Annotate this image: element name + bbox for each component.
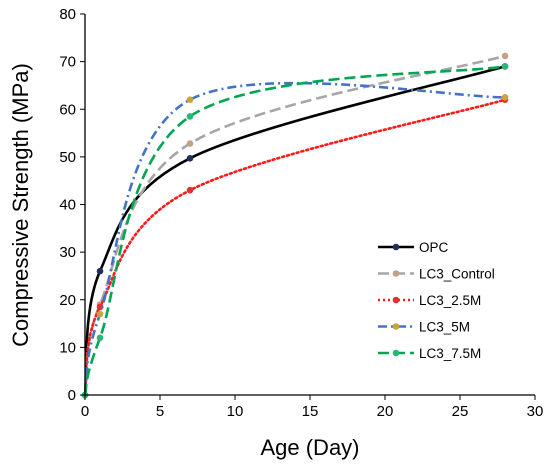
legend-label-OPC: OPC [419, 240, 449, 255]
legend-item-LC3_2.5M: LC3_2.5M [378, 293, 481, 308]
x-tick-label: 15 [302, 403, 319, 420]
data-point-LC3_5M-1 [96, 310, 104, 318]
x-axis-title: Age (Day) [260, 435, 359, 460]
y-tick-label: 60 [59, 101, 76, 118]
y-tick-label: 70 [59, 54, 76, 71]
y-tick-label: 30 [59, 244, 76, 261]
legend-item-LC3_Control: LC3_Control [378, 267, 495, 282]
y-tick-label: 20 [59, 292, 76, 309]
series-line-LC3_7.5M [83, 65, 506, 396]
data-point-LC3_2.5M-2 [186, 186, 194, 194]
data-point-OPC-2 [186, 155, 194, 162]
series-line-LC3_5M [83, 81, 506, 396]
data-point-LC3_5M-3 [501, 94, 509, 101]
data-point-LC3_2.5M-1 [96, 303, 104, 311]
legend-item-LC3_7.5M: LC3_7.5M [378, 346, 481, 361]
y-tick-label: 80 [59, 6, 76, 23]
y-axis-title: Compressive Strength (MPa) [8, 63, 33, 347]
x-tick-label: 30 [527, 403, 544, 420]
y-tick-label: 10 [59, 339, 76, 356]
data-point-LC3_5M-2 [186, 96, 194, 104]
y-tick-label: 40 [59, 197, 76, 214]
data-point-LC3_7.5M-1 [96, 334, 104, 342]
legend-label-LC3_5M: LC3_5M [419, 320, 470, 335]
data-point-OPC-1 [96, 267, 104, 275]
legend-label-LC3_Control: LC3_Control [419, 267, 495, 282]
y-tick-label: 0 [68, 387, 76, 404]
legend-label-LC3_2.5M: LC3_2.5M [419, 293, 481, 308]
x-tick-label: 25 [452, 403, 469, 420]
y-tick-label: 50 [59, 149, 76, 166]
legend-label-LC3_7.5M: LC3_7.5M [419, 346, 481, 361]
data-point-LC3_7.5M-2 [186, 113, 194, 120]
series-layer [81, 52, 509, 399]
legend-marker-LC3_Control [392, 270, 400, 277]
series-line-LC3_2.5M [83, 98, 507, 397]
legend-marker-OPC [392, 243, 400, 251]
legend-marker-LC3_5M [392, 323, 400, 330]
data-point-LC3_Control-3 [501, 52, 509, 60]
legend-marker-LC3_7.5M [392, 349, 400, 357]
series-line-OPC [83, 65, 506, 396]
legend-item-LC3_5M: LC3_5M [378, 320, 470, 335]
legend: OPC LC3_Control LC3_2.5M LC3_5M LC3_7.5M [378, 240, 495, 361]
ticks-layer: 0 5 10 15 20 25 30 0 10 20 30 40 50 60 70 80 [59, 6, 543, 420]
data-point-LC3_7.5M-3 [501, 63, 509, 70]
data-point-LC3_Control-2 [186, 140, 194, 147]
x-tick-label: 5 [156, 403, 164, 420]
legend-marker-LC3_2.5M [392, 296, 400, 304]
x-tick-label: 20 [377, 403, 394, 420]
x-tick-label: 10 [227, 403, 244, 420]
legend-item-OPC: OPC [378, 240, 449, 255]
x-tick-label: 0 [81, 403, 89, 420]
series-line-LC3_Control [83, 54, 506, 396]
